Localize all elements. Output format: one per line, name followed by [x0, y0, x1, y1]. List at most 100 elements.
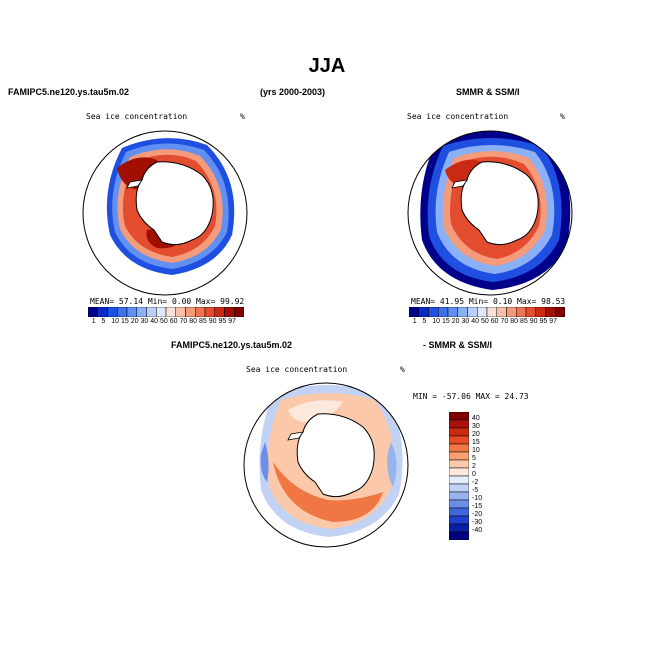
- colorbar-swatch: [185, 307, 196, 317]
- model-units: %: [240, 112, 245, 121]
- colorbar-tick-label: -10: [472, 495, 483, 502]
- model-colorbar: [88, 307, 244, 317]
- colorbar-swatch: [156, 307, 167, 317]
- colorbar-tick-label: 1: [91, 318, 96, 325]
- model-subtitle: Sea ice concentration: [86, 112, 188, 121]
- colorbar-swatch: [409, 307, 419, 317]
- diff-minmax: MIN = -57.06 MAX = 24.73: [413, 392, 529, 401]
- obs-min: 0.10: [492, 297, 513, 306]
- colorbar-tick-label: 30: [472, 423, 480, 430]
- colorbar-tick-label: 10: [432, 318, 441, 325]
- colorbar-tick-label: 80: [510, 318, 519, 325]
- obs-polar-map: [407, 130, 573, 296]
- colorbar-tick-label: -5: [472, 487, 479, 494]
- model-mean-label: MEAN=: [90, 297, 115, 306]
- page-title: JJA: [308, 55, 346, 77]
- colorbar-tick-label: 10: [472, 447, 480, 454]
- colorbar-swatch: [496, 307, 507, 317]
- colorbar-tick-label: 90: [529, 318, 538, 325]
- diff-negative-west: [260, 442, 269, 482]
- colorbar-swatch: [516, 307, 527, 317]
- colorbar-swatch: [438, 307, 449, 317]
- obs-min-label: Min=: [468, 297, 489, 306]
- colorbar-swatch: [224, 307, 235, 317]
- colorbar-swatch: [467, 307, 478, 317]
- colorbar-tick-label: 40: [471, 318, 480, 325]
- colorbar-swatch: [136, 307, 147, 317]
- colorbar-swatch: [418, 307, 429, 317]
- colorbar-tick-label: 20: [472, 431, 480, 438]
- colorbar-tick-label: 40: [150, 318, 159, 325]
- colorbar-swatch: [449, 531, 469, 540]
- colorbar-swatch: [126, 307, 137, 317]
- colorbar-tick-label: 5: [472, 455, 476, 462]
- diff-header-obs: - SMMR & SSM/I: [423, 340, 492, 350]
- obs-colorbar: [409, 307, 565, 317]
- model-header: FAMIPC5.ne120.ys.tau5m.02: [8, 87, 130, 97]
- model-polar-map: [82, 130, 248, 296]
- model-max-label: Max=: [196, 297, 216, 306]
- colorbar-swatch: [175, 307, 186, 317]
- antarctic-peninsula: [287, 431, 304, 441]
- colorbar-tick-label: 60: [490, 318, 499, 325]
- colorbar-swatch: [204, 307, 215, 317]
- obs-mean: 41.95: [439, 297, 465, 306]
- colorbar-tick-label: -20: [472, 511, 483, 518]
- model-min: 0.00: [171, 297, 192, 306]
- colorbar-swatch: [449, 435, 469, 445]
- obs-stats: MEAN= 41.95 Min= 0.10 Max= 98.53: [411, 297, 565, 306]
- colorbar-tick-label: 5: [101, 318, 106, 325]
- colorbar-swatch: [88, 307, 98, 317]
- colorbar-swatch: [449, 419, 469, 429]
- colorbar-tick-label: 30: [140, 318, 149, 325]
- colorbar-tick-label: -30: [472, 519, 483, 526]
- colorbar-swatch: [234, 307, 244, 317]
- colorbar-tick-label: 85: [199, 318, 207, 325]
- obs-subtitle: Sea ice concentration: [407, 112, 509, 121]
- model-max: 99.92: [220, 297, 245, 306]
- colorbar-swatch: [447, 307, 458, 317]
- colorbar-swatch: [477, 307, 488, 317]
- colorbar-tick-label: 80: [189, 318, 198, 325]
- colorbar-tick-label: 30: [461, 318, 470, 325]
- diff-units: %: [400, 365, 405, 374]
- diff-colorbar: [449, 412, 469, 540]
- colorbar-tick-label: -15: [472, 503, 483, 510]
- diff-band-high: [273, 462, 383, 522]
- model-min-label: Min=: [147, 297, 168, 306]
- colorbar-tick-label: 85: [520, 318, 528, 325]
- colorbar-swatch: [449, 523, 469, 533]
- diff-negative-east: [387, 442, 397, 487]
- colorbar-tick-label: 20: [130, 318, 139, 325]
- colorbar-tick-label: 15: [121, 318, 129, 325]
- colorbar-tick-label: 1: [412, 318, 417, 325]
- colorbar-swatch: [165, 307, 176, 317]
- antarctic-peninsula: [451, 179, 468, 189]
- colorbar-tick-label: 97: [549, 318, 558, 325]
- colorbar-swatch: [107, 307, 118, 317]
- model-mean: 57.14: [118, 297, 144, 306]
- colorbar-tick-label: 40: [472, 415, 480, 422]
- colorbar-tick-label: 15: [442, 318, 450, 325]
- colorbar-tick-label: 90: [208, 318, 217, 325]
- obs-units: %: [560, 112, 565, 121]
- colorbar-tick-label: 50: [160, 318, 168, 325]
- colorbar-swatch: [449, 515, 469, 525]
- colorbar-tick-label: 95: [539, 318, 548, 325]
- colorbar-tick-label: 2: [472, 463, 476, 470]
- antarctic-peninsula: [126, 179, 143, 189]
- colorbar-swatch: [117, 307, 128, 317]
- colorbar-swatch: [486, 307, 497, 317]
- colorbar-tick-label: 15: [472, 439, 480, 446]
- colorbar-swatch: [449, 443, 469, 453]
- colorbar-swatch: [525, 307, 536, 317]
- colorbar-tick-label: 95: [218, 318, 227, 325]
- colorbar-tick-label: 97: [228, 318, 237, 325]
- colorbar-swatch: [449, 507, 469, 517]
- obs-mean-label: MEAN=: [411, 297, 436, 306]
- colorbar-tick-label: 0: [472, 471, 476, 478]
- colorbar-tick-label: 70: [500, 318, 509, 325]
- colorbar-tick-label: 50: [481, 318, 489, 325]
- colorbar-swatch: [449, 412, 469, 421]
- colorbar-swatch: [214, 307, 225, 317]
